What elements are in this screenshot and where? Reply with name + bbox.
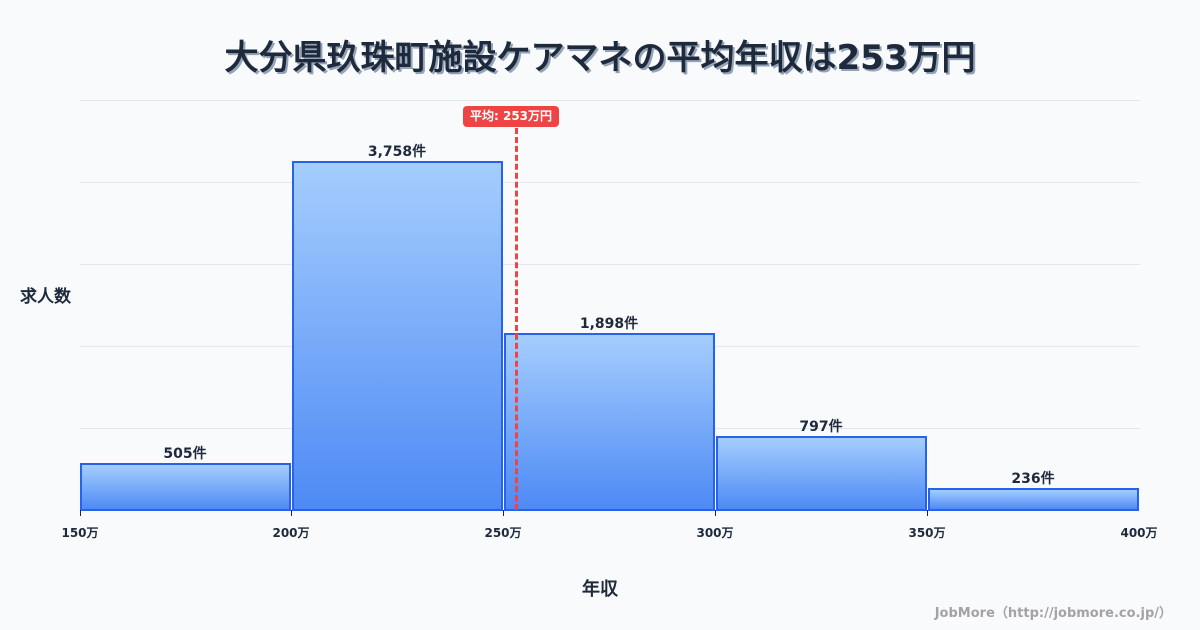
x-axis-label: 年収	[582, 579, 618, 600]
bar-150-200	[80, 463, 291, 511]
x-tick	[715, 510, 716, 516]
x-tick-label: 400万	[1120, 526, 1158, 540]
bar-300-350	[716, 436, 927, 511]
gridline	[80, 100, 1140, 101]
average-badge: 平均: 253万円	[463, 106, 560, 127]
x-tick-label: 250万	[484, 526, 522, 540]
bar-200-250	[292, 161, 503, 511]
bar-value-label: 236件	[1011, 471, 1055, 487]
bar-value-label: 1,898件	[579, 316, 639, 332]
bar-350-400	[928, 488, 1139, 511]
bar-value-label: 3,758件	[367, 144, 427, 160]
x-tick-label: 300万	[696, 526, 734, 540]
gridline	[80, 182, 1140, 183]
bar-value-label: 505件	[163, 446, 207, 462]
average-line	[515, 128, 518, 510]
x-tick-label: 350万	[908, 526, 946, 540]
bar-value-label: 797件	[799, 419, 843, 435]
x-tick	[291, 510, 292, 516]
gridline	[80, 264, 1140, 265]
y-axis-label: 求人数	[20, 287, 71, 307]
x-tick-label: 200万	[272, 526, 310, 540]
x-tick	[80, 510, 81, 516]
bar-250-300	[504, 333, 715, 511]
chart-title: 大分県玖珠町施設ケアマネの平均年収は253万円	[224, 38, 976, 78]
x-tick-label: 150万	[61, 526, 99, 540]
x-tick	[503, 510, 504, 516]
x-tick	[927, 510, 928, 516]
source-credit: JobMore（http://jobmore.co.jp/）	[934, 606, 1172, 621]
